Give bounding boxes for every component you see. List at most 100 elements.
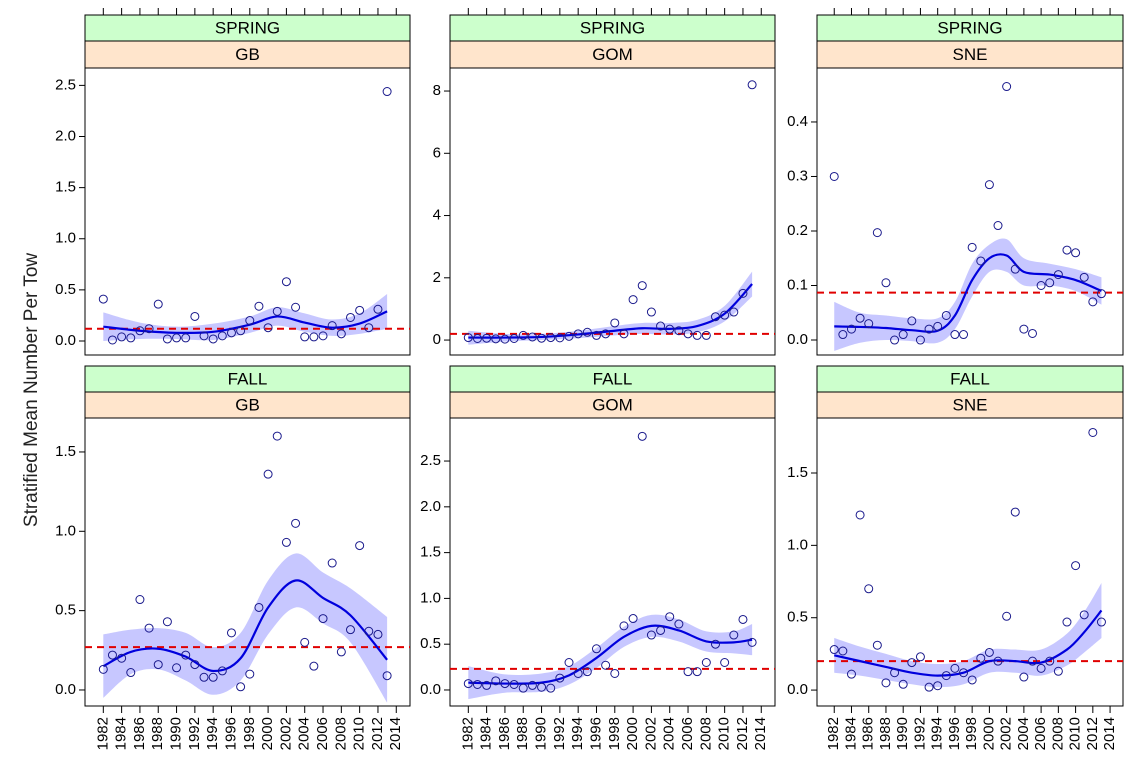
y-tick-label: 0.0 bbox=[787, 331, 808, 348]
data-point bbox=[327, 321, 337, 331]
data-point bbox=[144, 324, 154, 334]
data-point bbox=[941, 310, 951, 320]
data-point bbox=[336, 329, 346, 339]
data-point bbox=[355, 541, 365, 551]
data-point bbox=[855, 510, 865, 520]
data-point bbox=[656, 625, 666, 635]
data-point bbox=[190, 311, 200, 321]
y-tick-label: 0.0 bbox=[55, 681, 76, 698]
data-point bbox=[555, 333, 565, 343]
data-point bbox=[993, 656, 1003, 666]
y-tick-label: 1.5 bbox=[787, 464, 808, 481]
data-point bbox=[382, 87, 392, 97]
panel bbox=[816, 67, 1124, 356]
data-point bbox=[318, 331, 328, 341]
data-point bbox=[491, 676, 501, 686]
confidence-band bbox=[103, 553, 388, 703]
strip-season-label: FALL bbox=[593, 369, 633, 388]
x-tick-label: 1992 bbox=[186, 717, 203, 750]
data-point bbox=[199, 331, 209, 341]
x-tick-label: 2002 bbox=[277, 717, 294, 750]
data-point bbox=[941, 671, 951, 681]
data-point bbox=[1096, 617, 1106, 627]
data-point bbox=[527, 332, 537, 342]
data-point bbox=[300, 637, 310, 647]
confidence-band bbox=[468, 271, 753, 345]
x-tick-label: 2012 bbox=[734, 717, 751, 750]
y-tick-label: 2.0 bbox=[420, 498, 441, 515]
x-tick-label: 1992 bbox=[911, 717, 928, 750]
x-tick-label: 2002 bbox=[642, 717, 659, 750]
data-point bbox=[236, 326, 246, 336]
data-point bbox=[619, 329, 629, 339]
data-point bbox=[463, 679, 473, 689]
data-point bbox=[144, 623, 154, 633]
data-point bbox=[1019, 672, 1029, 682]
data-point bbox=[1096, 289, 1106, 299]
data-point bbox=[546, 683, 556, 693]
data-point bbox=[674, 619, 684, 629]
strip-region-label: SNE bbox=[953, 395, 988, 414]
x-tick-label: 1988 bbox=[877, 717, 894, 750]
data-point bbox=[924, 324, 934, 334]
data-point bbox=[181, 650, 191, 660]
data-point bbox=[838, 646, 848, 656]
x-tick-label: 1996 bbox=[222, 717, 239, 750]
y-tick-label: 2.5 bbox=[55, 76, 76, 93]
data-point bbox=[637, 431, 647, 441]
y-tick-label: 2 bbox=[433, 269, 441, 286]
data-point bbox=[555, 673, 565, 683]
data-point bbox=[950, 330, 960, 340]
data-point bbox=[591, 644, 601, 654]
y-tick-label: 4 bbox=[433, 207, 441, 224]
y-tick-label: 0.5 bbox=[55, 281, 76, 298]
data-point bbox=[1062, 617, 1072, 627]
data-point bbox=[336, 647, 346, 657]
data-point bbox=[181, 333, 191, 343]
x-tick-label: 1996 bbox=[587, 717, 604, 750]
data-point bbox=[573, 329, 583, 339]
data-point bbox=[245, 669, 255, 679]
data-point bbox=[601, 660, 611, 670]
x-tick-label: 1986 bbox=[860, 717, 877, 750]
data-point bbox=[327, 558, 337, 568]
data-point bbox=[692, 667, 702, 677]
x-tick-label: 1986 bbox=[131, 717, 148, 750]
data-point bbox=[318, 614, 328, 624]
x-tick-label: 2002 bbox=[998, 717, 1015, 750]
strip-season bbox=[84, 14, 411, 42]
x-tick-label: 2008 bbox=[1049, 717, 1066, 750]
y-tick-label: 1.0 bbox=[787, 536, 808, 553]
data-point bbox=[683, 329, 693, 339]
data-point bbox=[527, 680, 537, 690]
data-point bbox=[1088, 297, 1098, 307]
data-point bbox=[573, 668, 583, 678]
confidence-band bbox=[103, 293, 388, 341]
x-tick-label: 2004 bbox=[1015, 717, 1032, 750]
data-point bbox=[190, 660, 200, 670]
data-point bbox=[1010, 507, 1020, 517]
data-point bbox=[217, 666, 227, 676]
y-tick-label: 0.0 bbox=[420, 681, 441, 698]
data-point bbox=[254, 301, 264, 311]
data-point bbox=[872, 228, 882, 238]
data-point bbox=[907, 316, 917, 326]
x-tick-label: 2000 bbox=[980, 717, 997, 750]
strip-season bbox=[816, 14, 1124, 42]
data-point bbox=[355, 305, 365, 315]
x-tick-label: 1998 bbox=[963, 717, 980, 750]
data-point bbox=[1045, 656, 1055, 666]
data-point bbox=[1027, 328, 1037, 338]
y-tick-label: 1.5 bbox=[420, 544, 441, 561]
data-point bbox=[829, 645, 839, 655]
data-point bbox=[135, 595, 145, 605]
x-tick-label: 2012 bbox=[369, 717, 386, 750]
data-point bbox=[509, 679, 519, 689]
data-point bbox=[98, 294, 108, 304]
x-tick-label: 1988 bbox=[514, 717, 531, 750]
x-tick-label: 1998 bbox=[241, 717, 258, 750]
x-tick-label: 1986 bbox=[496, 717, 513, 750]
smooth-line bbox=[468, 624, 753, 685]
data-point bbox=[98, 664, 108, 674]
confidence-band bbox=[834, 238, 1102, 351]
